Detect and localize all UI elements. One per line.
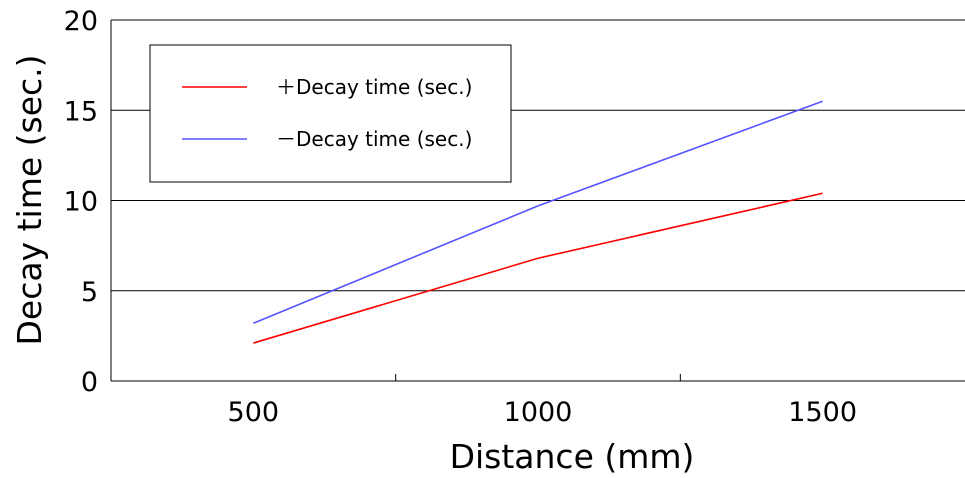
x-tick-label: 1500 bbox=[788, 397, 857, 428]
x-minor-ticks bbox=[395, 374, 681, 381]
x-tick-label: 1000 bbox=[504, 397, 573, 428]
y-tick-labels: 0 5 10 15 20 bbox=[64, 6, 98, 398]
y-tick-label: 20 bbox=[64, 6, 98, 37]
y-tick-label: 10 bbox=[64, 187, 98, 218]
legend-label-series-2: －Decay time (sec.) bbox=[276, 127, 472, 151]
axes bbox=[110, 20, 965, 382]
y-tick-label: 5 bbox=[81, 277, 98, 308]
x-axis-title: Distance (mm) bbox=[450, 437, 695, 476]
series-line-1 bbox=[253, 192, 823, 344]
legend: ＋Decay time (sec.) －Decay time (sec.) bbox=[149, 44, 512, 183]
y-axis-title: Decay time (sec.) bbox=[10, 54, 49, 345]
y-tick-label: 15 bbox=[64, 96, 98, 127]
series-line-2 bbox=[253, 100, 823, 324]
x-tick-labels: 500 1000 1500 bbox=[228, 397, 857, 428]
legend-box bbox=[149, 44, 512, 183]
x-tick-label: 500 bbox=[228, 397, 280, 428]
y-tick-label: 0 bbox=[81, 367, 98, 398]
legend-label-series-1: ＋Decay time (sec.) bbox=[276, 75, 472, 99]
series-lines bbox=[253, 100, 823, 344]
